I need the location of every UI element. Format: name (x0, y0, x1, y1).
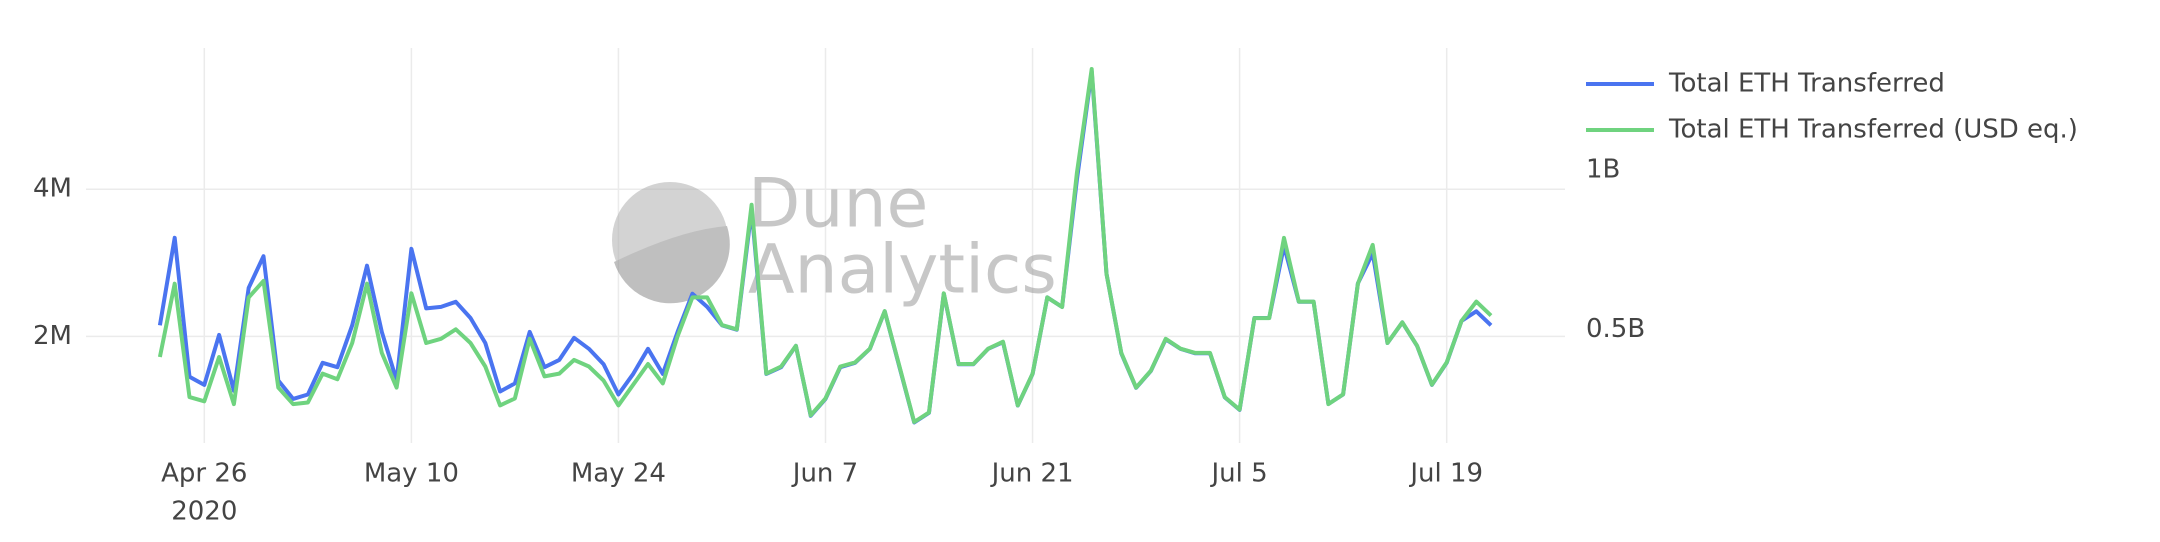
watermark-logo-shade (614, 226, 730, 304)
x-tick-label: Jul 5 (1210, 459, 1268, 489)
legend-bg (1582, 110, 2147, 152)
x-tick-label: Jun 7 (791, 459, 858, 489)
legend-bg (1582, 64, 2147, 106)
x-year-label: 2020 (171, 497, 237, 527)
watermark: Dune Analytics (612, 165, 1057, 310)
x-tick-label: May 10 (364, 459, 459, 489)
y-tick-label: 2M (33, 321, 72, 351)
series-line (157, 67, 1493, 424)
y2-tick-label: 0.5B (1586, 314, 1645, 344)
y2-tick-label: 1B (1586, 155, 1620, 185)
x-tick-label: May 24 (571, 459, 666, 489)
watermark-text: Dune (748, 165, 928, 244)
y-tick-label: 4M (33, 174, 72, 204)
x-tick-label: Apr 26 (161, 459, 247, 489)
legend-label: Total ETH Transferred (USD eq.) (1668, 115, 2078, 145)
x-tick-label: Jun 21 (990, 459, 1074, 489)
legend-label: Total ETH Transferred (1668, 69, 1945, 99)
watermark-text: Analytics (748, 231, 1057, 310)
x-tick-label: Jul 19 (1408, 459, 1483, 489)
